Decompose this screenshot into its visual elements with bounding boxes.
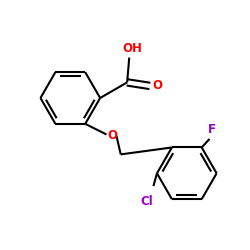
Text: Cl: Cl <box>140 195 153 208</box>
Text: F: F <box>208 123 216 136</box>
Text: O: O <box>107 129 117 142</box>
Text: OH: OH <box>122 42 142 56</box>
Text: O: O <box>152 79 162 92</box>
